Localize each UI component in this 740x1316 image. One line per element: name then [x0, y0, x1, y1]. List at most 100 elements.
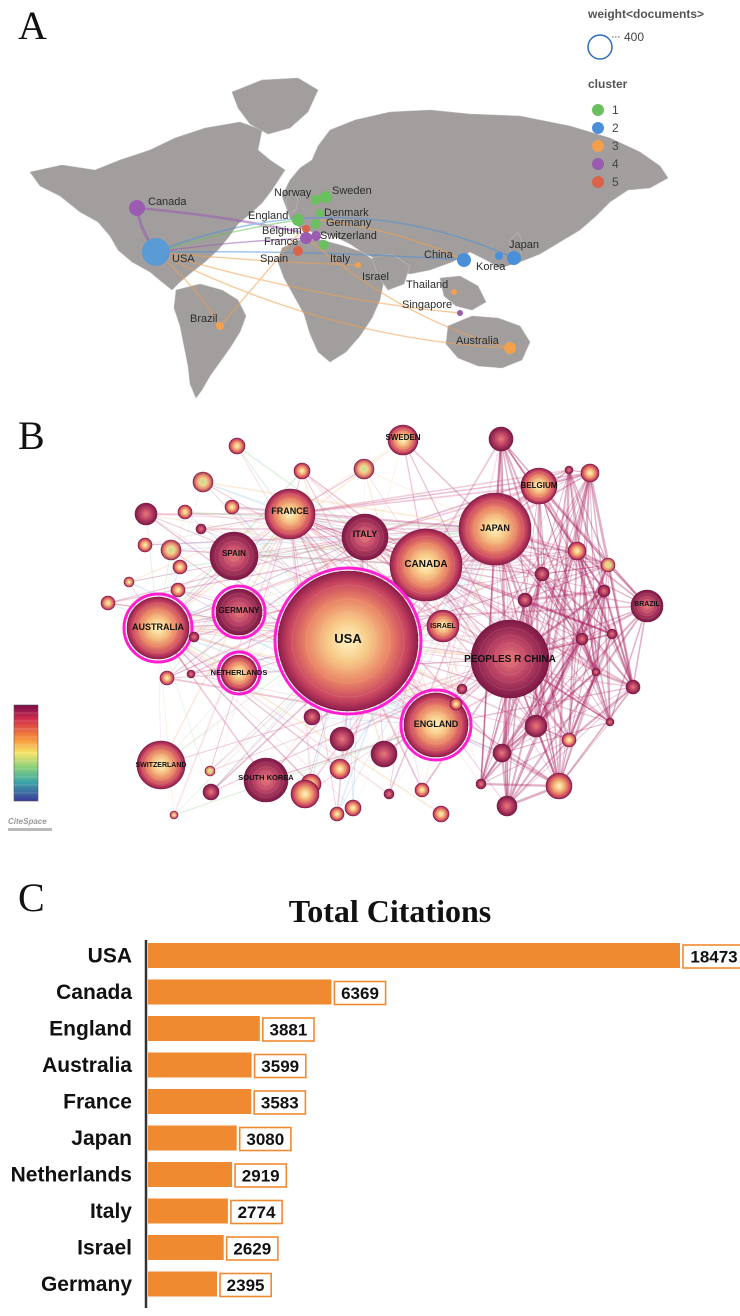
bar-usa — [148, 943, 680, 968]
network-node-ring — [156, 760, 166, 770]
network-node-ring — [219, 541, 249, 571]
legend-cluster-4-swatch — [592, 158, 604, 170]
network-edge — [581, 590, 605, 640]
network-node — [192, 471, 214, 493]
network-node-ring — [235, 669, 243, 677]
bar-canada — [148, 979, 332, 1005]
network-node — [209, 531, 259, 581]
node-label-south-korea: SOUTH KOREA — [238, 773, 294, 782]
network-edge — [603, 590, 611, 723]
network-node — [293, 462, 311, 480]
network-node-ring — [146, 750, 176, 780]
network-node-ring — [423, 712, 449, 738]
network-edge — [535, 564, 609, 727]
category-label-england: England — [49, 1018, 132, 1041]
network-node-ring — [410, 699, 462, 751]
network-edge — [524, 564, 609, 601]
node-denmark — [316, 209, 324, 217]
network-node — [426, 609, 460, 643]
category-label-japan: Japan — [71, 1127, 132, 1150]
network-node — [625, 679, 641, 695]
network-edge — [581, 472, 591, 640]
node-england — [292, 214, 304, 226]
network-node — [100, 595, 116, 611]
network-node-ring — [291, 584, 405, 698]
network-node-ring — [528, 475, 550, 497]
network-node-labels: SWEDEN BELGIUM FRANCE ITALY JAPAN SPAIN … — [132, 433, 661, 782]
network-node — [188, 631, 200, 643]
network-node — [228, 437, 246, 455]
network-edge — [500, 438, 648, 607]
category-label-france: France — [63, 1091, 132, 1114]
network-node-ring — [531, 478, 547, 494]
network-node — [202, 783, 220, 801]
network-edge — [535, 671, 597, 727]
network-edge — [541, 564, 609, 575]
label-denmark: Denmark — [324, 207, 369, 219]
legend-cluster-1-swatch — [592, 104, 604, 116]
node-label-england: ENGLAND — [414, 719, 459, 729]
network-edge — [576, 550, 597, 673]
network-edge — [594, 590, 606, 673]
network-edge — [611, 633, 634, 688]
legend-cluster-5-swatch — [592, 176, 604, 188]
network-edge — [541, 573, 583, 640]
panel-b-letter: B — [18, 413, 45, 458]
network-edge — [238, 536, 366, 613]
network-node — [387, 424, 419, 456]
network-node-ring — [494, 643, 526, 675]
network-node — [341, 513, 389, 561]
label-france: France — [264, 236, 298, 248]
panel-a-letter: A — [18, 3, 47, 48]
network-node — [383, 788, 395, 800]
network-node-ring — [351, 523, 379, 551]
network-node-ring — [228, 662, 250, 684]
network-node — [488, 426, 514, 452]
network-node-ring — [284, 508, 296, 520]
value-label-germany: 2395 — [227, 1276, 265, 1295]
network-node — [597, 584, 611, 598]
label-israel: Israel — [362, 271, 389, 283]
network-node-centrality-ring — [211, 584, 267, 640]
network-edge — [558, 671, 597, 787]
network-edge — [501, 671, 597, 754]
network-edge — [157, 627, 341, 770]
label-brazil: Brazil — [190, 313, 218, 325]
node-sweden — [320, 191, 332, 203]
category-label-italy: Italy — [90, 1200, 132, 1223]
network-node — [215, 588, 263, 636]
node-label-belgium: BELGIUM — [521, 481, 558, 490]
network-node — [600, 557, 616, 573]
network-edge — [589, 472, 597, 673]
panel-b-network: B — [0, 400, 740, 860]
node-label-canada: CANADA — [404, 559, 447, 570]
network-node — [567, 541, 587, 561]
network-edge — [425, 564, 482, 785]
network-edge — [524, 598, 613, 636]
network-node — [329, 726, 355, 752]
network-node-centrality-ring — [216, 650, 262, 696]
node-belgium — [302, 225, 310, 233]
network-edge — [145, 513, 427, 566]
network-node — [329, 806, 345, 822]
bar-israel — [148, 1235, 224, 1260]
network-edge — [160, 513, 291, 766]
link-usa-australia — [155, 251, 511, 349]
network-edge — [580, 638, 612, 723]
network-node-ring — [139, 609, 177, 647]
network-edge — [157, 536, 366, 629]
network-edge — [534, 590, 606, 727]
network-edge — [576, 472, 591, 552]
network-node-ring — [252, 766, 280, 794]
label-belgium: Belgium — [262, 225, 302, 237]
legend-cluster-3-label: 3 — [612, 139, 619, 153]
network-node — [403, 692, 469, 758]
category-label-netherlands: Netherlands — [11, 1164, 132, 1187]
network-edge — [558, 721, 611, 787]
network-node-ring — [133, 603, 183, 653]
network-node-ring — [486, 635, 534, 683]
country-nodes — [129, 191, 521, 354]
network-edge — [568, 633, 613, 741]
link-usa-europe-2 — [155, 237, 319, 253]
value-label-box-canada — [333, 980, 387, 1006]
